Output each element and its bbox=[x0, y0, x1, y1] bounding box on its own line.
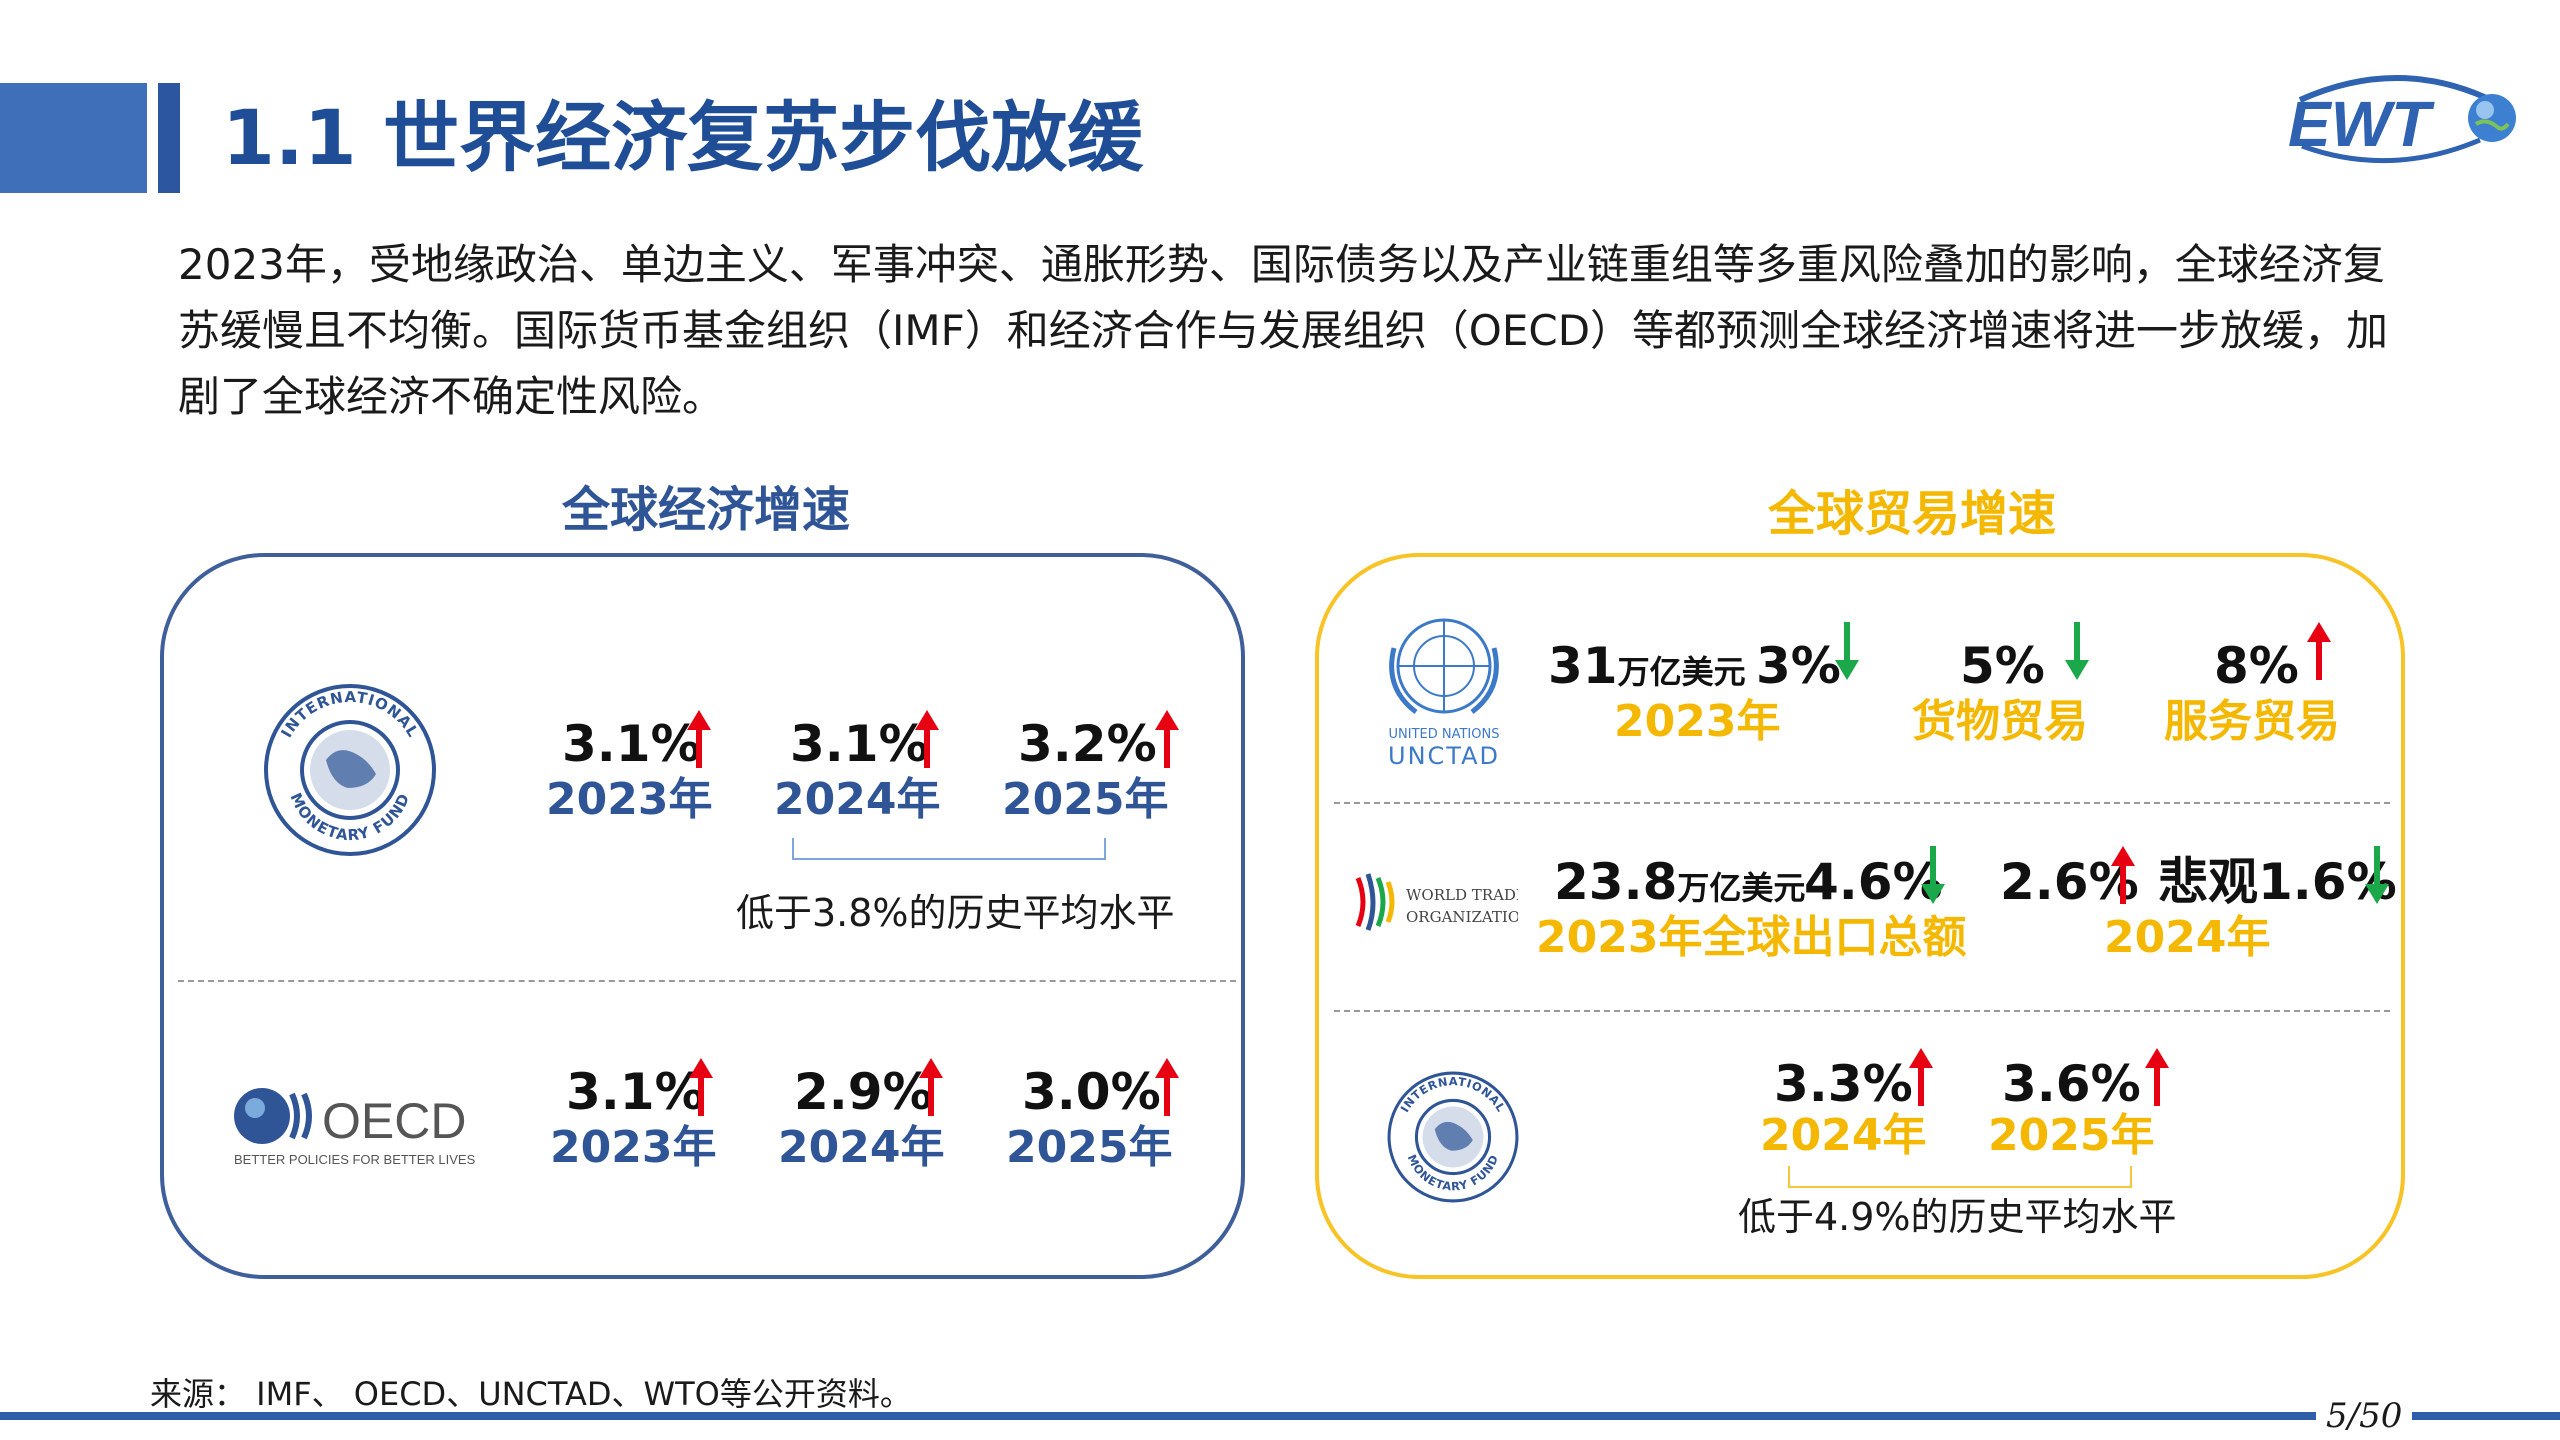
imf-trade-value-2025: 3.6% bbox=[2002, 1055, 2141, 1113]
down-arrow-icon bbox=[2365, 846, 2389, 904]
global-trade-growth-title: 全球贸易增速 bbox=[1768, 486, 2057, 542]
oecd-logo: OECD BETTER POLICIES FOR BETTER LIVES bbox=[234, 1088, 476, 1167]
ewt-logo: EWT bbox=[2288, 75, 2516, 164]
up-arrow-icon bbox=[2145, 1048, 2169, 1106]
imf-bracket bbox=[792, 838, 1106, 860]
imf-value-2025: 3.2% bbox=[1018, 715, 1157, 773]
up-arrow-icon bbox=[1155, 1058, 1179, 1116]
wto-pessimistic-value: 悲观1.6% bbox=[2158, 853, 2397, 911]
up-arrow-icon bbox=[919, 1058, 943, 1116]
oecd-value-2024: 2.9% bbox=[794, 1063, 933, 1121]
up-arrow-icon bbox=[687, 710, 711, 768]
panel-divider bbox=[178, 980, 1236, 982]
imf-value-2024: 3.1% bbox=[790, 715, 929, 773]
oecd-year-2024: 2024年 bbox=[778, 1122, 945, 1173]
imf-trade-year-2024: 2024年 bbox=[1760, 1110, 1927, 1161]
footer-line bbox=[0, 1412, 2560, 1420]
oecd-logo-tagline: BETTER POLICIES FOR BETTER LIVES bbox=[234, 1152, 476, 1167]
down-arrow-icon bbox=[1835, 622, 1859, 680]
up-arrow-icon bbox=[2307, 622, 2331, 680]
imf-logo: INTERNATIONAL MONETARY FUND bbox=[264, 684, 436, 856]
wto-logo-line2: ORGANIZATION bbox=[1406, 908, 1518, 926]
up-arrow-icon bbox=[915, 710, 939, 768]
unctad-total-unit: 万亿美元 bbox=[1617, 653, 1746, 691]
wto-export-number: 23.8 bbox=[1554, 853, 1678, 911]
imf-value-2023: 3.1% bbox=[562, 715, 701, 773]
down-arrow-icon bbox=[1921, 846, 1945, 904]
up-arrow-icon bbox=[1909, 1048, 1933, 1106]
unctad-logo-line1: UNITED NATIONS bbox=[1389, 727, 1500, 742]
oecd-value-2025: 3.0% bbox=[1022, 1063, 1161, 1121]
oecd-year-2025: 2025年 bbox=[1006, 1122, 1173, 1173]
imf-trade-historical-note: 低于4.9%的历史平均水平 bbox=[1738, 1195, 2177, 1239]
intro-paragraph: 2023年，受地缘政治、单边主义、军事冲突、通胀形势、国际债务以及产业链重组等多… bbox=[178, 240, 2389, 421]
panel-divider bbox=[1334, 1010, 2390, 1012]
up-arrow-icon bbox=[1155, 710, 1179, 768]
wto-export-unit: 万亿美元 bbox=[1677, 869, 1806, 907]
wto-export-pct: 4.6% bbox=[1804, 853, 1943, 911]
goods-trade-value: 5% bbox=[1960, 637, 2045, 695]
services-trade-label: 服务贸易 bbox=[2164, 696, 2340, 747]
unctad-total-pct: 3% bbox=[1756, 637, 1841, 695]
unctad-total-number: 31 bbox=[1548, 637, 1618, 695]
goods-trade-label: 货物贸易 bbox=[1912, 696, 2088, 747]
unctad-logo: UNITED NATIONS UNCTAD bbox=[1388, 618, 1500, 770]
page-number: 5/50 bbox=[2316, 1396, 2413, 1436]
up-arrow-icon bbox=[2111, 846, 2135, 904]
economy-panel bbox=[160, 553, 1245, 1279]
panel-divider bbox=[1334, 802, 2390, 804]
imf-logo: INTERNATIONAL MONETARY FUND bbox=[1387, 1071, 1519, 1203]
imf-year-2023: 2023年 bbox=[546, 774, 713, 825]
wto-logo: WORLD TRADE ORGANIZATION bbox=[1355, 873, 1518, 931]
unctad-logo-line2: UNCTAD bbox=[1388, 742, 1500, 770]
unctad-total-label: 2023年 bbox=[1614, 696, 1781, 747]
header-accent-block bbox=[0, 83, 147, 193]
imf-year-2024: 2024年 bbox=[774, 774, 941, 825]
source-note: 来源： IMF、 OECD、UNCTAD、WTO等公开资料。 bbox=[150, 1375, 912, 1413]
trade-panel bbox=[1315, 553, 2405, 1279]
imf-trade-year-2025: 2025年 bbox=[1988, 1110, 2155, 1161]
up-arrow-icon bbox=[689, 1058, 713, 1116]
imf-historical-note: 低于3.8%的历史平均水平 bbox=[736, 891, 1175, 935]
wto-export-value: 23.8万亿美元 bbox=[1554, 852, 1805, 918]
wto-forecast-label: 2024年 bbox=[2104, 912, 2271, 963]
oecd-value-2023: 3.1% bbox=[566, 1063, 705, 1121]
unctad-total-value: 31万亿美元 bbox=[1548, 636, 1746, 702]
oecd-logo-text: OECD bbox=[322, 1093, 466, 1149]
wto-logo-line1: WORLD TRADE bbox=[1406, 886, 1518, 904]
down-arrow-icon bbox=[2065, 622, 2089, 680]
oecd-year-2023: 2023年 bbox=[550, 1122, 717, 1173]
imf-trade-value-2024: 3.3% bbox=[1774, 1055, 1913, 1113]
page-title: 1.1 世界经济复苏步伐放缓 bbox=[222, 93, 1144, 182]
global-economy-growth-title: 全球经济增速 bbox=[562, 482, 851, 538]
imf-year-2025: 2025年 bbox=[1002, 774, 1169, 825]
services-trade-value: 8% bbox=[2214, 637, 2299, 695]
ewt-logo-text: EWT bbox=[2288, 88, 2435, 160]
imf-trade-bracket bbox=[1788, 1166, 2132, 1188]
wto-export-label: 2023年全球出口总额 bbox=[1536, 912, 1967, 963]
header-accent-bar bbox=[158, 83, 180, 193]
